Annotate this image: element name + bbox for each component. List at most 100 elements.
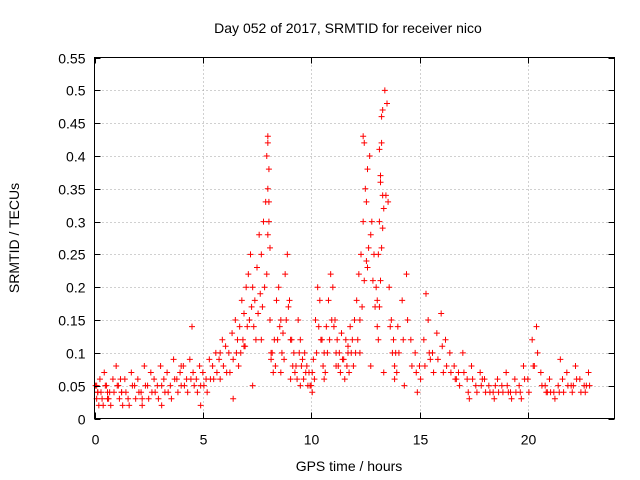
data-point: [216, 356, 223, 363]
data-point: [385, 198, 392, 205]
data-point: [312, 317, 319, 324]
data-point: [139, 395, 146, 402]
data-point: [376, 146, 383, 153]
data-point: [374, 297, 381, 304]
data-point: [316, 297, 323, 304]
data-point: [379, 192, 386, 199]
data-point: [264, 139, 271, 146]
data-point: [395, 349, 402, 356]
data-point: [155, 395, 162, 402]
data-point: [168, 395, 175, 402]
data-point: [103, 382, 110, 389]
data-point: [353, 297, 360, 304]
data-point: [178, 362, 185, 369]
data-point: [563, 369, 570, 376]
data-point: [213, 369, 220, 376]
data-point: [520, 362, 527, 369]
data-point: [390, 336, 397, 343]
data-point: [113, 362, 120, 369]
data-point: [125, 395, 132, 402]
data-point: [186, 356, 193, 363]
data-point: [131, 382, 138, 389]
data-point: [534, 349, 541, 356]
data-point: [384, 100, 390, 107]
data-point: [326, 336, 333, 343]
data-point: [366, 152, 373, 159]
data-point: [324, 349, 331, 356]
data-point: [96, 376, 103, 383]
data-point: [269, 349, 276, 356]
data-point: [111, 389, 117, 396]
y-tick-label: 0: [78, 412, 86, 428]
data-point: [361, 277, 368, 284]
y-tick-label: 0.5: [66, 83, 86, 99]
data-point: [222, 343, 229, 350]
data-point: [343, 362, 350, 369]
data-point: [499, 389, 506, 396]
data-point: [332, 317, 338, 324]
chart-title: Day 052 of 2017, SRMTID for receiver nic…: [214, 20, 482, 36]
data-point: [301, 349, 308, 356]
data-point: [347, 323, 354, 330]
data-point: [336, 349, 343, 356]
data-point: [249, 284, 256, 291]
data-point: [542, 382, 549, 389]
data-point: [472, 382, 479, 389]
data-point: [196, 362, 203, 369]
data-point: [434, 356, 441, 363]
plot-frame: [94, 57, 615, 419]
data-point: [376, 303, 383, 310]
data-point: [217, 376, 224, 383]
data-point: [278, 349, 285, 356]
y-tick-label: 0.4: [66, 149, 86, 165]
data-point: [236, 323, 243, 330]
data-point: [582, 389, 589, 396]
data-point: [255, 310, 262, 317]
data-point: [239, 336, 246, 343]
data-point: [355, 271, 362, 278]
data-point: [329, 284, 336, 291]
data-point: [144, 382, 151, 389]
data-point: [245, 271, 252, 278]
x-tick-label: 10: [304, 432, 320, 448]
data-point: [274, 336, 281, 343]
data-point: [485, 382, 492, 389]
data-point: [226, 369, 233, 376]
data-point: [101, 369, 108, 376]
data-point: [298, 362, 305, 369]
data-point: [585, 369, 592, 376]
data-point: [265, 198, 272, 205]
data-point: [455, 369, 462, 376]
data-point: [210, 376, 217, 383]
data-point: [264, 231, 271, 238]
data-point: [268, 356, 275, 363]
data-point: [321, 376, 328, 383]
data-point: [263, 152, 270, 159]
data-point: [294, 376, 301, 383]
data-point: [260, 218, 267, 225]
data-point: [158, 382, 165, 389]
y-tick-label: 0.3: [66, 215, 86, 231]
data-point: [100, 402, 107, 409]
data-point: [323, 323, 330, 330]
data-point: [241, 343, 247, 350]
data-point: [380, 369, 387, 376]
data-point: [334, 336, 341, 343]
data-point: [206, 356, 213, 363]
data-point: [503, 369, 510, 376]
data-point: [170, 356, 177, 363]
data-point: [413, 369, 420, 376]
data-point: [490, 389, 497, 396]
data-point: [160, 376, 167, 383]
data-point: [375, 336, 382, 343]
data-point: [504, 382, 511, 389]
data-point: [190, 369, 197, 376]
data-point: [288, 336, 295, 343]
data-point: [465, 389, 472, 396]
data-point: [379, 107, 386, 114]
data-point: [164, 369, 171, 376]
data-point: [423, 290, 429, 297]
data-point: [244, 323, 251, 330]
data-point: [364, 264, 371, 271]
data-point: [290, 349, 297, 356]
